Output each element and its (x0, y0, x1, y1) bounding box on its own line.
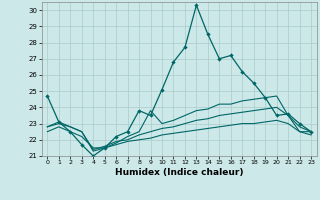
X-axis label: Humidex (Indice chaleur): Humidex (Indice chaleur) (115, 168, 244, 177)
